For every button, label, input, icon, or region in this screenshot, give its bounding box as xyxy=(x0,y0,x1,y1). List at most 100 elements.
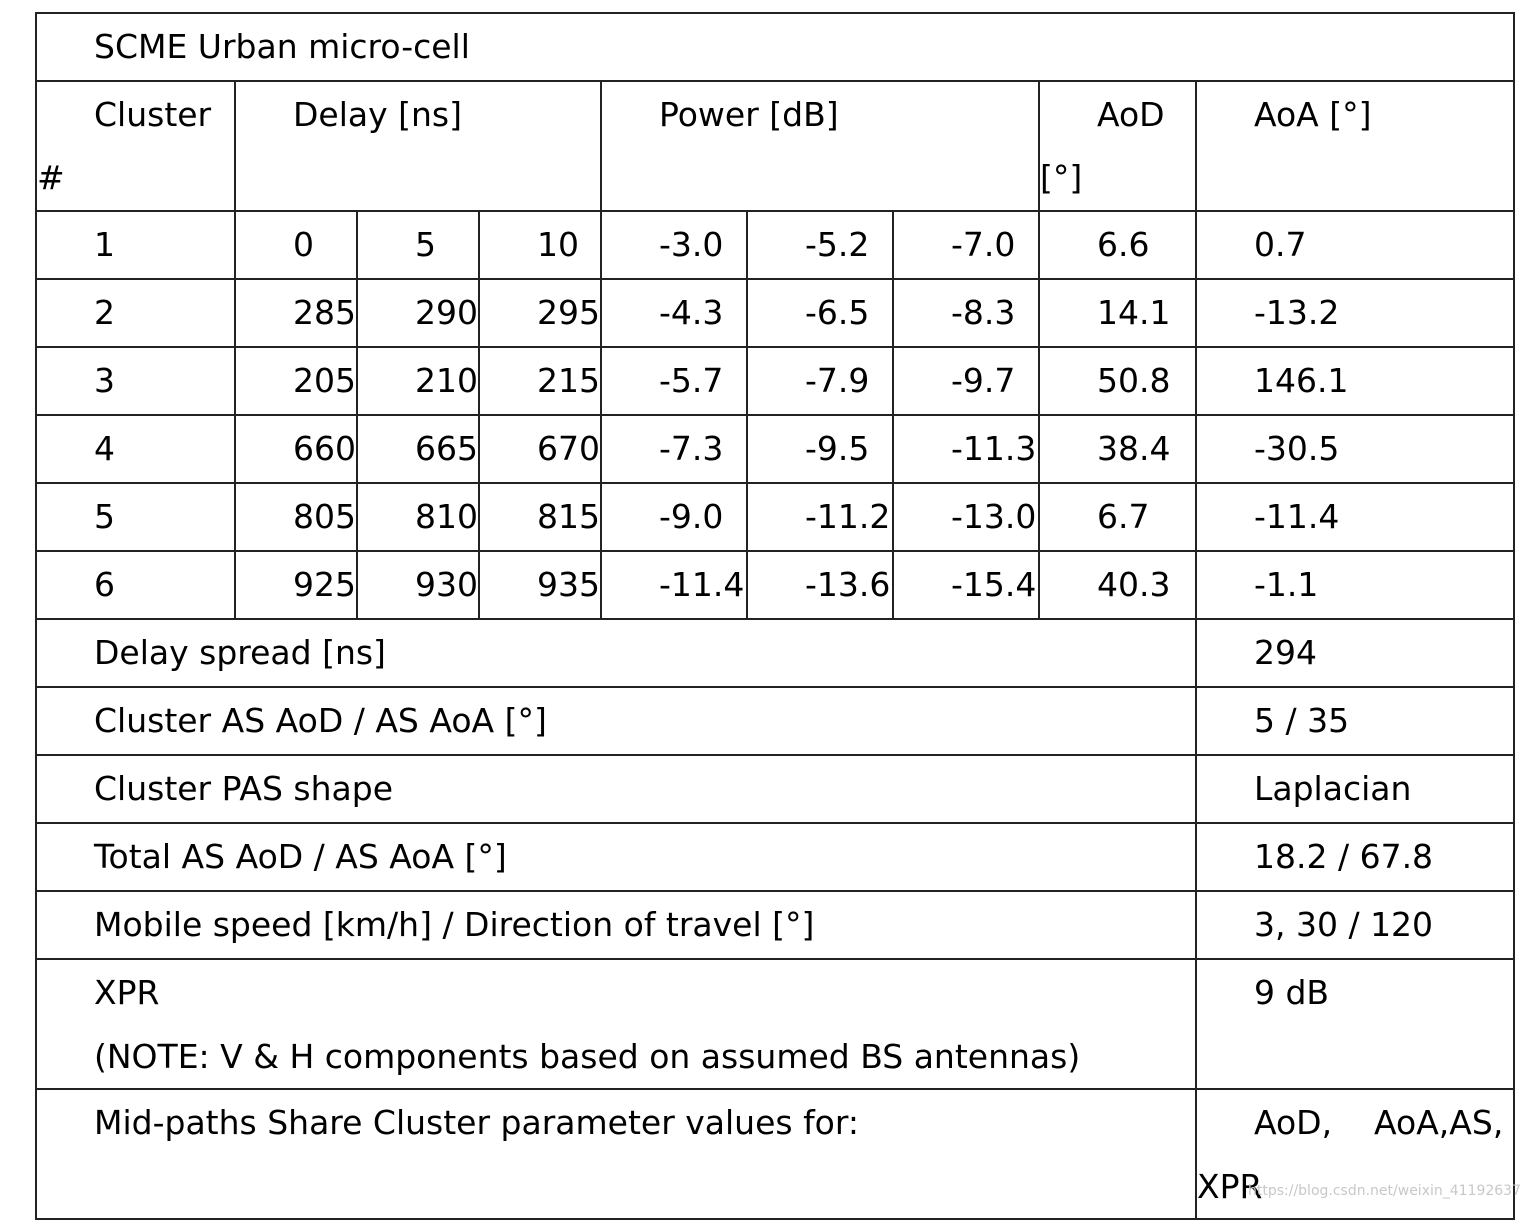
param-row: Cluster PAS shape Laplacian xyxy=(35,754,1516,824)
delay-cell: 215 xyxy=(478,346,602,416)
midpaths-label-cell: Mid-paths Share Cluster parameter values… xyxy=(35,1088,1197,1220)
scme-parameter-table: SCME Urban micro-cell Cluster # Delay [n… xyxy=(34,12,1516,1220)
delay-cell: 285 xyxy=(234,278,358,348)
aod-value: 6.7 xyxy=(1097,497,1150,536)
delay-value: 660 xyxy=(293,429,356,468)
delay-cell: 815 xyxy=(478,482,602,552)
aoa-value: -1.1 xyxy=(1254,565,1319,604)
param-label-cell: Cluster PAS shape xyxy=(35,754,1197,824)
cluster-number: 3 xyxy=(94,361,115,400)
power-value: -8.3 xyxy=(951,293,1016,332)
param-row: Total AS AoD / AS AoA [°] 18.2 / 67.8 xyxy=(35,822,1516,892)
delay-value: 205 xyxy=(293,361,356,400)
delay-cell: 810 xyxy=(356,482,480,552)
param-label-cell: Cluster AS AoD / AS AoA [°] xyxy=(35,686,1197,756)
aoa-cell: -13.2 xyxy=(1194,278,1516,348)
header-power-label: Power [dB] xyxy=(659,95,839,134)
power-value: -4.3 xyxy=(659,293,724,332)
power-value: -9.7 xyxy=(951,361,1016,400)
delay-value: 935 xyxy=(537,565,600,604)
power-value: -7.9 xyxy=(805,361,870,400)
power-cell: -3.0 xyxy=(600,210,748,280)
power-value: -9.0 xyxy=(659,497,724,536)
param-label-cell: Delay spread [ns] xyxy=(35,618,1197,688)
midpaths-value-line1: AoD, AoA,AS, xyxy=(1254,1103,1504,1142)
power-cell: -9.5 xyxy=(746,414,894,484)
header-cluster: Cluster # xyxy=(35,80,236,212)
power-cell: -9.0 xyxy=(600,482,748,552)
delay-value: 930 xyxy=(415,565,478,604)
delay-cell: 805 xyxy=(234,482,358,552)
table-title-cell: SCME Urban micro-cell xyxy=(34,12,1516,82)
power-cell: -5.2 xyxy=(746,210,894,280)
aod-cell: 40.3 xyxy=(1038,550,1197,620)
power-value: -5.7 xyxy=(659,361,724,400)
delay-cell: 670 xyxy=(478,414,602,484)
watermark: https://blog.csdn.net/weixin_41192637 xyxy=(1247,1183,1521,1199)
header-cluster-label: Cluster xyxy=(94,95,212,134)
power-value: -11.3 xyxy=(951,429,1037,468)
param-label-cell: Total AS AoD / AS AoA [°] xyxy=(35,822,1197,892)
power-cell: -13.0 xyxy=(892,482,1040,552)
power-value: -6.5 xyxy=(805,293,870,332)
param-label: Mobile speed [km/h] / Direction of trave… xyxy=(94,905,815,944)
aod-cell: 6.6 xyxy=(1038,210,1197,280)
delay-value: 295 xyxy=(537,293,600,332)
power-value: -3.0 xyxy=(659,225,724,264)
table-row: 2 285 290 295 -4.3 -6.5 -8.3 14.1 -13.2 xyxy=(35,278,1516,348)
delay-value: 285 xyxy=(293,293,356,332)
cluster-number: 5 xyxy=(94,497,115,536)
aoa-cell: 146.1 xyxy=(1194,346,1516,416)
aod-value: 14.1 xyxy=(1097,293,1171,332)
power-cell: -8.3 xyxy=(892,278,1040,348)
header-power: Power [dB] xyxy=(600,80,1040,212)
delay-value: 665 xyxy=(415,429,478,468)
delay-value: 0 xyxy=(293,225,314,264)
xpr-note: (NOTE: V & H components based on assumed… xyxy=(94,1037,1081,1076)
power-cell: -7.9 xyxy=(746,346,894,416)
aoa-cell: -11.4 xyxy=(1194,482,1516,552)
header-aod-label: AoD xyxy=(1097,95,1165,134)
aoa-value: -11.4 xyxy=(1254,497,1340,536)
delay-cell: 0 xyxy=(234,210,358,280)
midpaths-value-line2: XPR xyxy=(1197,1167,1263,1206)
aod-value: 40.3 xyxy=(1097,565,1171,604)
aod-value: 6.6 xyxy=(1097,225,1150,264)
xpr-value: 9 dB xyxy=(1254,973,1330,1012)
power-value: -13.6 xyxy=(805,565,891,604)
power-cell: -11.2 xyxy=(746,482,894,552)
delay-cell: 930 xyxy=(356,550,480,620)
delay-cell: 205 xyxy=(234,346,358,416)
power-cell: -5.7 xyxy=(600,346,748,416)
param-value-cell: 294 xyxy=(1194,618,1516,688)
delay-cell: 210 xyxy=(356,346,480,416)
aod-value: 38.4 xyxy=(1097,429,1171,468)
delay-value: 670 xyxy=(537,429,600,468)
power-cell: -7.3 xyxy=(600,414,748,484)
header-cluster-suffix: # xyxy=(37,158,65,197)
aoa-value: -30.5 xyxy=(1254,429,1340,468)
param-label: Total AS AoD / AS AoA [°] xyxy=(94,837,507,876)
param-label: Cluster PAS shape xyxy=(94,769,393,808)
param-value-cell: Laplacian xyxy=(1194,754,1516,824)
aod-cell: 38.4 xyxy=(1038,414,1197,484)
param-value: 5 / 35 xyxy=(1254,701,1350,740)
delay-value: 805 xyxy=(293,497,356,536)
cluster-number: 6 xyxy=(94,565,115,604)
power-cell: -15.4 xyxy=(892,550,1040,620)
xpr-value-cell: 9 dB xyxy=(1194,958,1516,1090)
delay-cell: 290 xyxy=(356,278,480,348)
param-value: Laplacian xyxy=(1254,769,1412,808)
delay-value: 5 xyxy=(415,225,436,264)
power-value: -11.2 xyxy=(805,497,891,536)
table-row: 1 0 5 10 -3.0 -5.2 -7.0 6.6 0.7 xyxy=(35,210,1516,280)
power-value: -11.4 xyxy=(659,565,745,604)
power-value: -9.5 xyxy=(805,429,870,468)
aod-cell: 14.1 xyxy=(1038,278,1197,348)
cluster-number: 4 xyxy=(94,429,115,468)
power-value: -5.2 xyxy=(805,225,870,264)
param-label: Delay spread [ns] xyxy=(94,633,386,672)
cluster-number: 2 xyxy=(94,293,115,332)
power-cell: -6.5 xyxy=(746,278,894,348)
delay-cell: 660 xyxy=(234,414,358,484)
